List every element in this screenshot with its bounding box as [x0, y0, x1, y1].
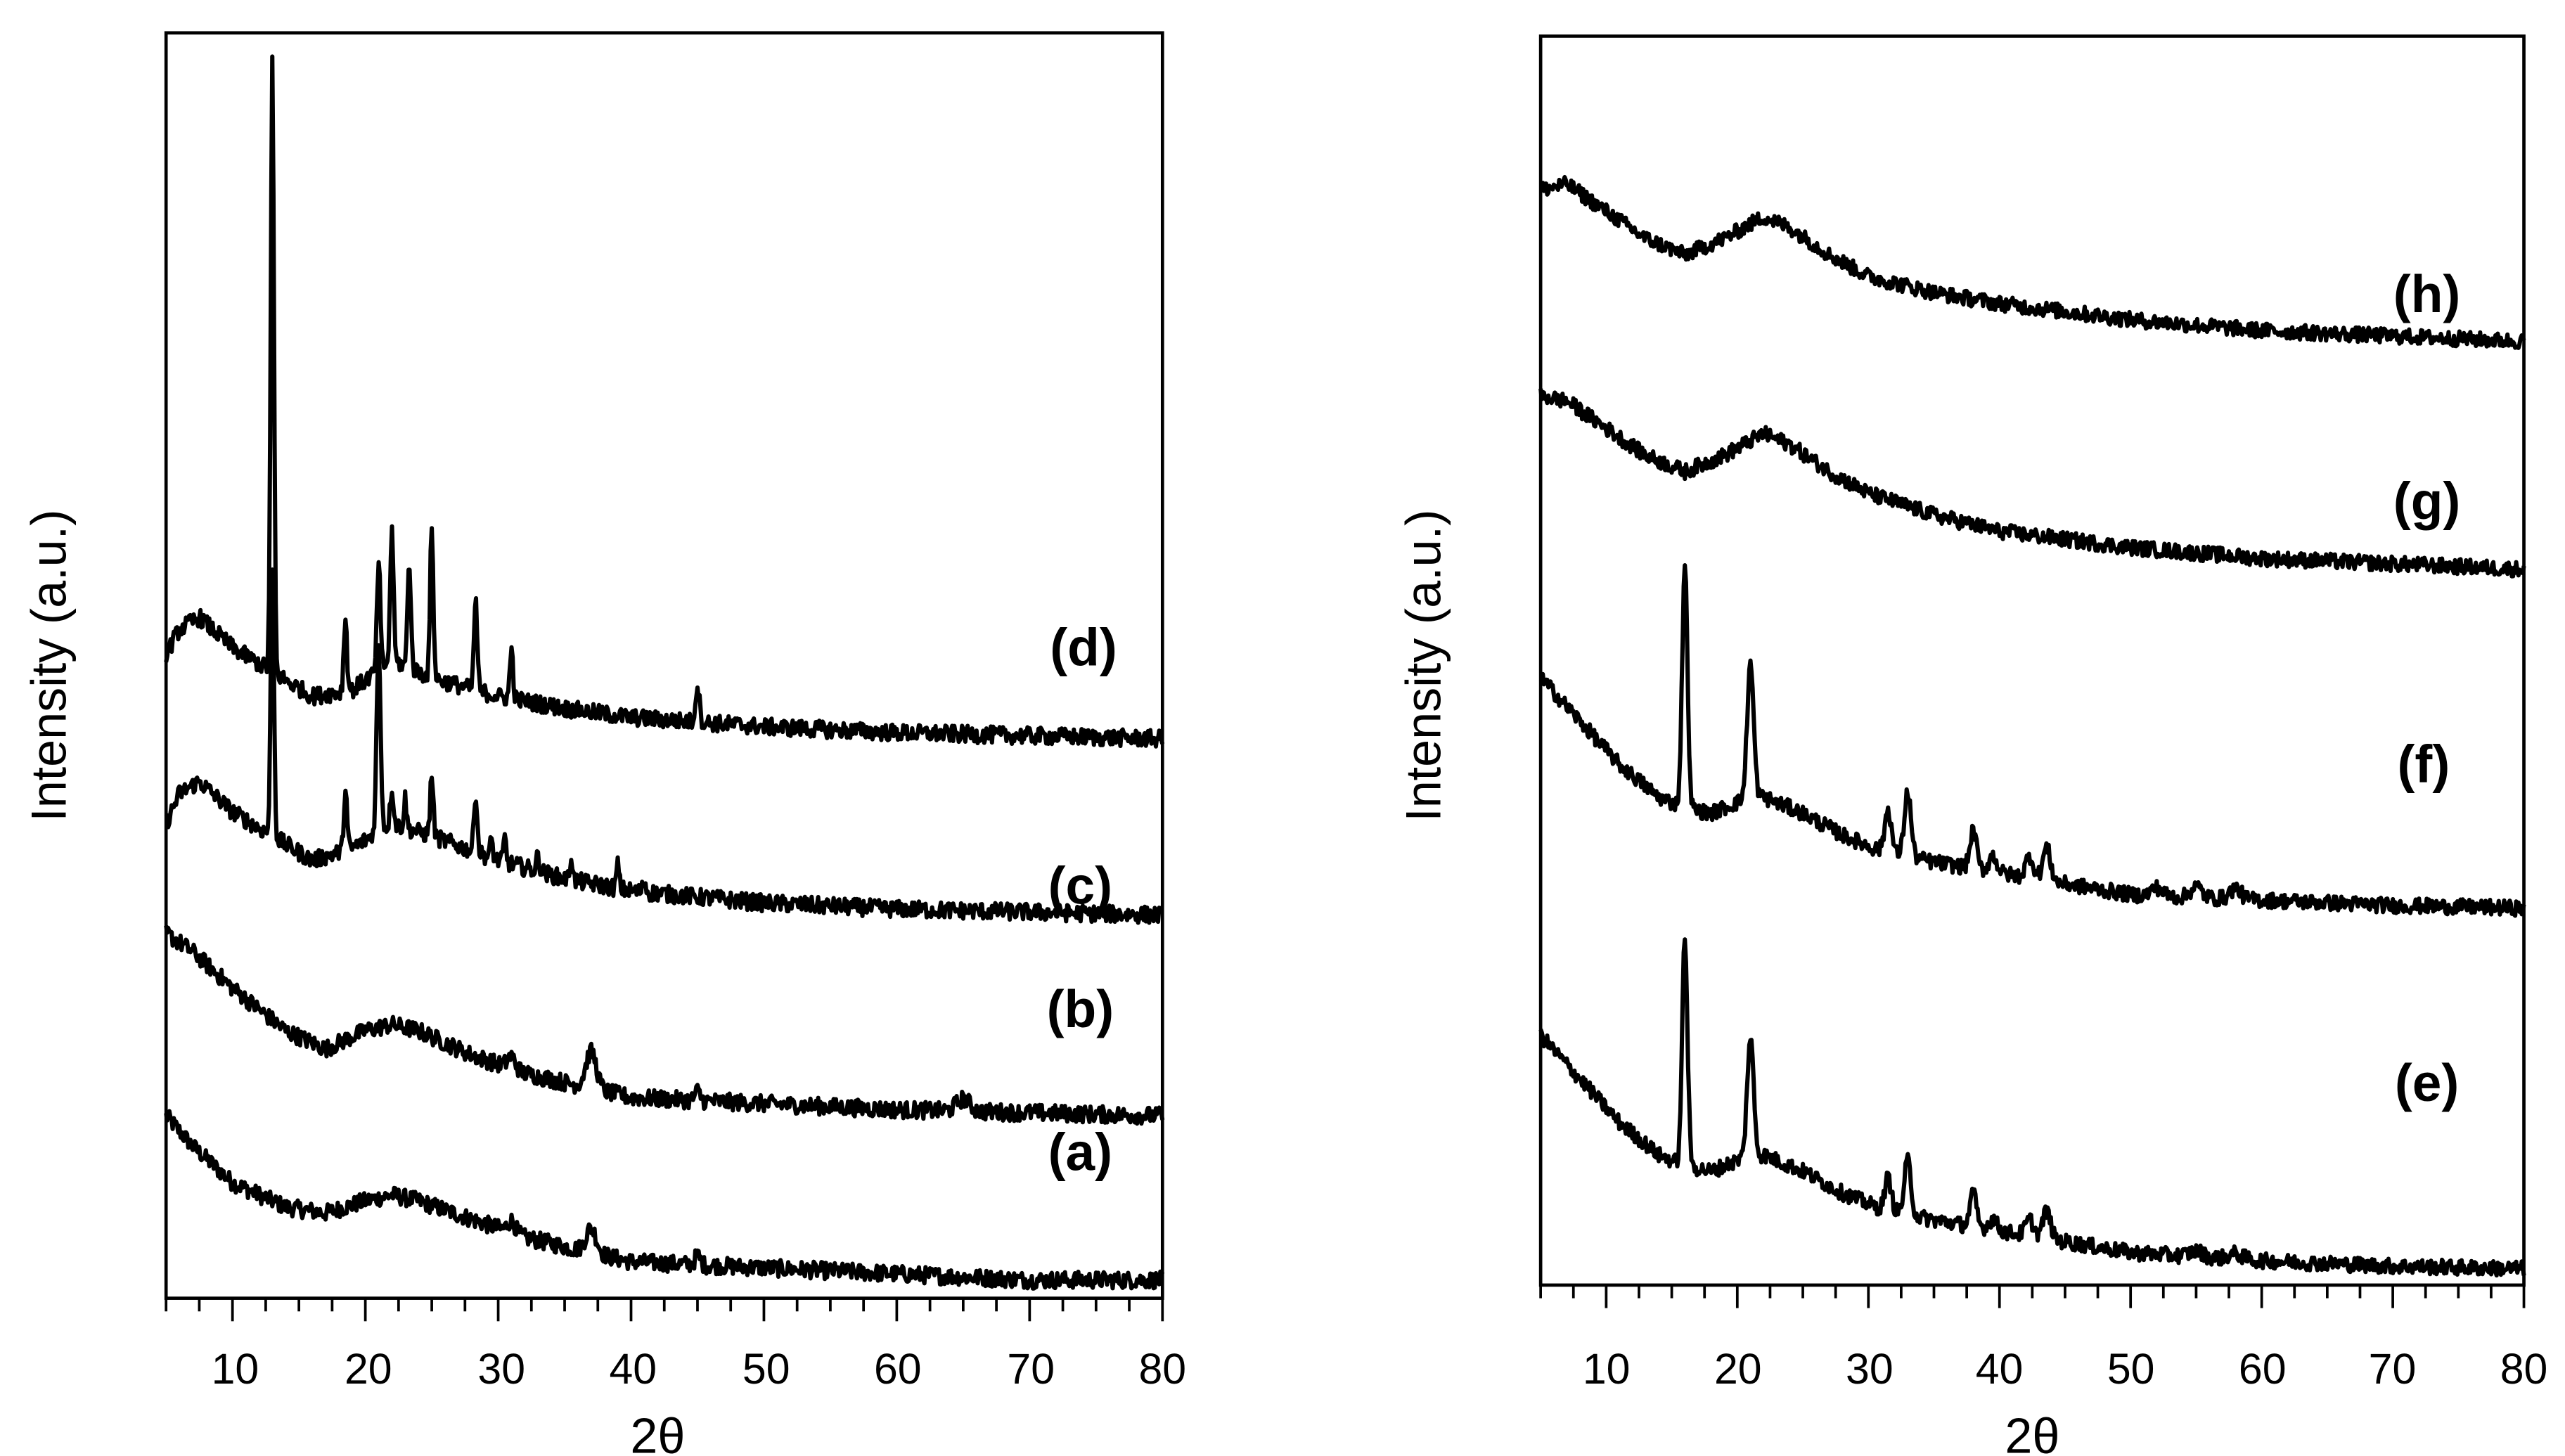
- left-tick-label-40: 40: [610, 1345, 657, 1393]
- trace-a: [164, 1109, 1165, 1291]
- trace-f: [1538, 563, 2526, 918]
- label-b: (b): [1047, 979, 1114, 1038]
- right-tick-label-30: 30: [1846, 1345, 1894, 1393]
- trace-b: [164, 925, 1165, 1126]
- label-h: (h): [2393, 264, 2461, 323]
- left-x-ticks: [165, 1298, 1164, 1322]
- right-tick-label-10: 10: [1583, 1345, 1631, 1393]
- trace-h: [1539, 174, 2526, 350]
- left-tick-label-80: 80: [1138, 1345, 1186, 1393]
- label-f: (f): [2398, 735, 2450, 794]
- trace-e: [1538, 937, 2526, 1278]
- trace-g: [1538, 388, 2526, 579]
- right-tick-label-80: 80: [2500, 1345, 2548, 1393]
- trace-c: [164, 567, 1164, 925]
- label-a: (a): [1048, 1122, 1112, 1181]
- right-panel: 10 20 30 40 50 60 70 80 2θ Intensity (a.…: [1396, 34, 2548, 1456]
- left-panel: 10 20 30 40 50 60 70 80 2θ Intensity (a.…: [22, 31, 1186, 1456]
- right-x-ticks: [1539, 1284, 2526, 1308]
- label-d: (d): [1050, 618, 1117, 677]
- right-tick-label-70: 70: [2369, 1345, 2417, 1393]
- right-tick-label-20: 20: [1714, 1345, 1762, 1393]
- label-g: (g): [2393, 472, 2461, 531]
- trace-d: [164, 54, 1165, 749]
- left-x-axis-title: 2θ: [630, 1408, 685, 1456]
- left-tick-label-70: 70: [1007, 1345, 1055, 1393]
- right-tick-label-60: 60: [2239, 1345, 2287, 1393]
- left-tick-label-20: 20: [345, 1345, 392, 1393]
- left-tick-label-30: 30: [477, 1345, 525, 1393]
- label-e: (e): [2395, 1053, 2459, 1112]
- right-tick-label-50: 50: [2107, 1345, 2155, 1393]
- left-tick-label-60: 60: [874, 1345, 922, 1393]
- label-c: (c): [1048, 856, 1112, 915]
- right-x-axis-title: 2θ: [2005, 1408, 2059, 1456]
- right-tick-label-40: 40: [1976, 1345, 2024, 1393]
- right-y-axis-title: Intensity (a.u.): [1396, 510, 1451, 822]
- left-tick-label-50: 50: [742, 1345, 790, 1393]
- left-tick-label-10: 10: [212, 1345, 259, 1393]
- left-y-axis-title: Intensity (a.u.): [22, 510, 77, 822]
